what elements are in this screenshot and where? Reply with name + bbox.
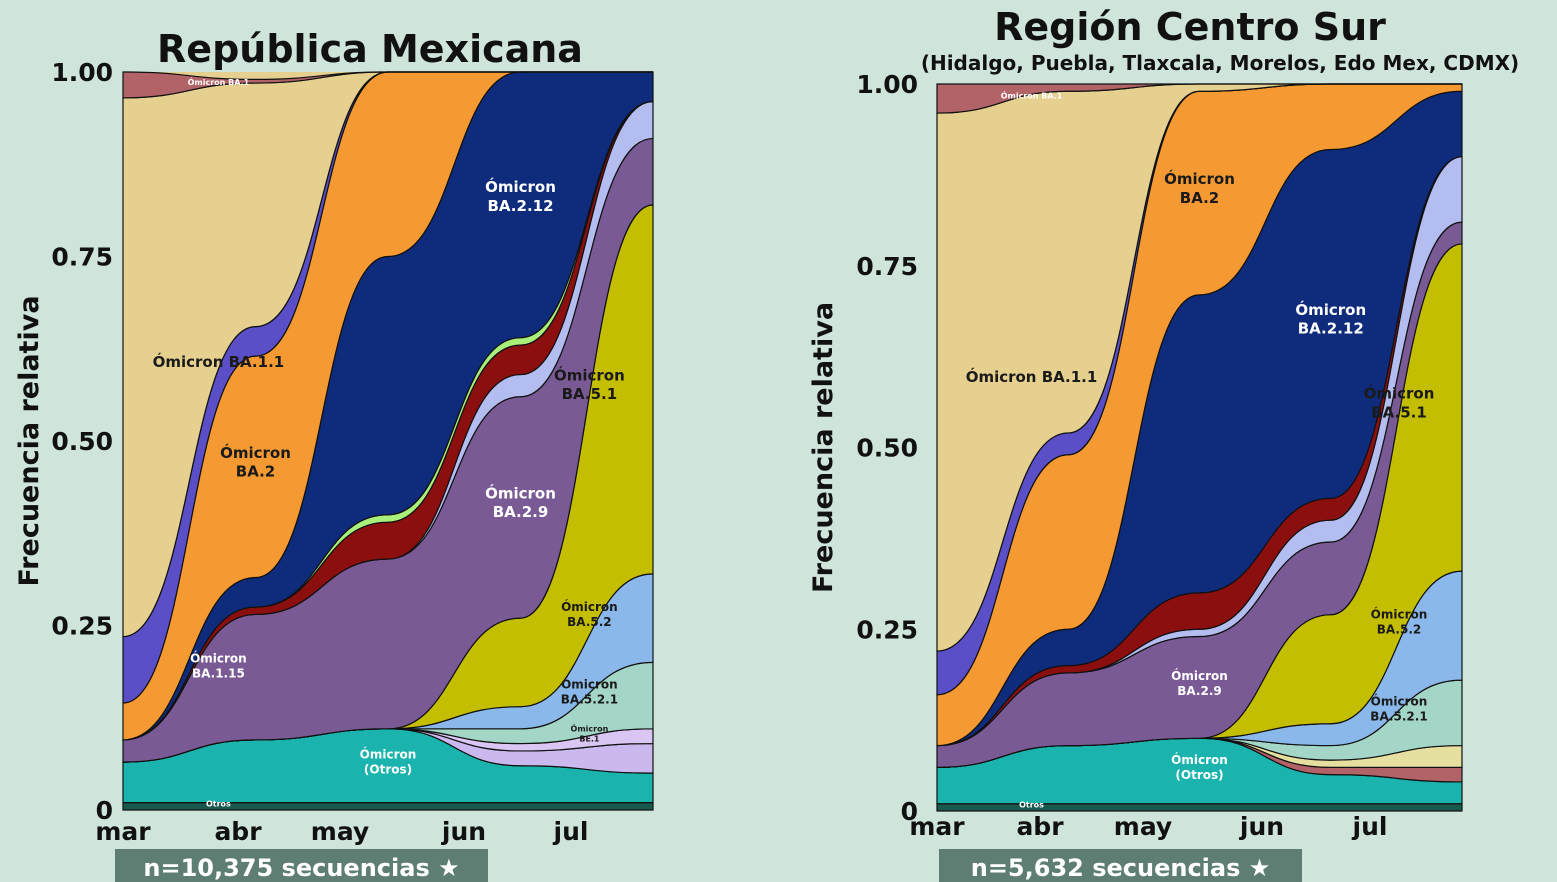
series-label: Ómicron BA.5.2 [1371,606,1428,636]
series-label: Ómicron BA.1 [1001,90,1063,101]
series-label: Ómicron (Otros) [360,747,417,777]
y-tick-label: 0.25 [856,615,918,644]
series-label: Ómicron BA.5.2 [561,599,618,629]
series-label: Ómicron BA.1.1 [966,367,1098,386]
sample-size-box [939,849,1302,882]
series-label: Ómicron BA.5.2.1 [1370,694,1427,724]
series-label: Ómicron BA.5.2.1 [561,676,618,706]
y-tick-label: 0 [901,797,918,826]
series-label: Ómicron BE.1 [571,722,609,743]
series-label: Otros [1019,800,1044,809]
series-label: Ómicron BA.2.12 [1295,300,1366,338]
sample-size-label: n=10,375 secuencias ★ [143,854,459,882]
x-tick-label: jun [1239,812,1284,841]
area--micron-ba-1 [936,83,1462,114]
x-tick-label: may [1114,812,1172,841]
x-tick-label: jun [441,817,486,846]
area-otros [936,803,1463,812]
x-tick-label: may [311,817,369,846]
chart-title: República Mexicana [157,27,583,71]
y-tick-label: 0 [96,796,113,825]
x-tick-label: abr [1016,812,1064,841]
y-tick-label: 0.25 [51,612,113,641]
x-tick-label: jul [1352,812,1388,841]
series-label: Otros [206,799,231,808]
y-tick-label: 1.00 [51,58,113,87]
y-tick-label: 0.50 [856,434,918,463]
series-label: Ómicron BA.1.15 [190,651,247,681]
y-axis-label: Frecuencia relativa [14,295,45,586]
y-tick-label: 0.75 [856,252,918,281]
chart-subtitle: (Hidalgo, Puebla, Tlaxcala, Morelos, Edo… [921,51,1519,75]
series-label: Ómicron BA.2.9 [485,483,556,521]
x-tick-label: abr [214,817,262,846]
chart-title: Región Centro Sur [994,5,1386,49]
sample-size-label: n=5,632 secuencias ★ [971,854,1271,882]
series-label: Ómicron BA.1.1 [153,352,285,371]
chart-2: Otros Ómicron (Otros) Ómicron BA.5.2.1 Ómicro… [808,5,1519,882]
y-tick-label: 1.00 [856,70,918,99]
x-tick-label: jul [553,817,589,846]
y-axis-label: Frecuencia relativa [808,302,839,593]
area-otros [122,802,654,811]
series-label: Ómicron BA.2.12 [485,177,556,215]
y-tick-label: 0.50 [51,427,113,456]
sample-size-box [115,849,488,882]
x-tick-label: mar [909,812,965,841]
y-tick-label: 0.75 [51,243,113,272]
chart-1: Otros Ómicron (Otros) Ómicron BE.1 Ómicron BA.… [14,27,654,882]
series-label: Ómicron (Otros) [1171,752,1228,782]
area--micron-ba-1 [122,71,653,99]
series-label: Ómicron BA.5.1 [554,365,625,403]
series-label: Ómicron BA.2.9 [1171,668,1228,698]
series-label: Ómicron BA.2 [220,443,291,481]
series-label: Ómicron BA.5.1 [1364,384,1435,422]
series-label: Ómicron BA.1 [188,76,250,87]
x-tick-label: mar [95,817,151,846]
series-label: Ómicron BA.2 [1164,169,1235,207]
